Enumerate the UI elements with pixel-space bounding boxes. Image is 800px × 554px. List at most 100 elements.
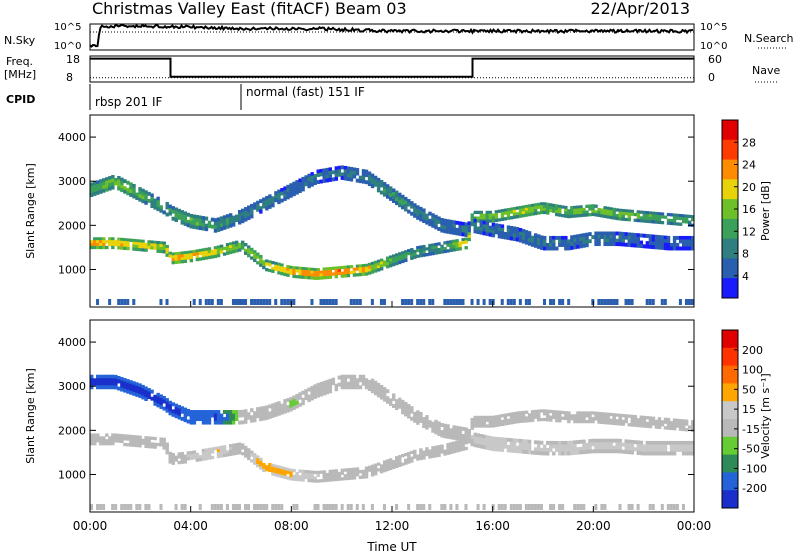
heatmap-cell [310, 393, 314, 397]
heatmap-cell [582, 417, 586, 421]
heatmap-cell [401, 462, 405, 466]
heatmap-cell [392, 188, 396, 193]
heatmap-cell [536, 451, 541, 456]
heatmap-cell [675, 243, 680, 247]
heatmap-cell [627, 423, 631, 427]
heatmap-cell [660, 235, 665, 240]
cpid-label: CPID [6, 93, 35, 106]
heatmap-cell [657, 245, 662, 250]
heatmap-cell [268, 197, 272, 202]
heatmap-cell [358, 385, 363, 390]
heatmap-cell [189, 256, 194, 260]
heatmap-cell [216, 217, 221, 222]
heatmap-cell [138, 248, 142, 252]
ground-scatter-cell [407, 504, 411, 510]
heatmap-cell [488, 439, 493, 444]
heatmap-cell [298, 478, 302, 482]
heatmap-cell [355, 264, 360, 268]
heatmap-cell [132, 435, 136, 439]
heatmap-cell [186, 454, 191, 458]
heatmap-cell [597, 208, 601, 212]
heatmap-cell [413, 213, 417, 218]
heatmap-cell [180, 260, 185, 264]
heatmap-cell [449, 226, 453, 231]
heatmap-cell [129, 189, 133, 194]
heatmap-cell [509, 225, 514, 230]
heatmap-cell [216, 248, 221, 252]
heatmap-cell [141, 195, 145, 200]
heatmap-cell [90, 193, 94, 197]
heatmap-cell [666, 235, 671, 240]
heatmap-cell [479, 230, 483, 235]
heatmap-cell [645, 234, 650, 238]
heatmap-cell [132, 381, 136, 386]
ground-scatter-cell [120, 504, 124, 510]
heatmap-cell [500, 440, 505, 445]
heatmap-cell [570, 238, 574, 243]
heatmap-cell [228, 410, 233, 414]
ground-scatter-cell [636, 504, 640, 510]
heatmap-cell [398, 255, 402, 259]
heatmap-cell [485, 232, 490, 237]
heatmap-cell [422, 417, 426, 421]
heatmap-cell [594, 231, 598, 236]
heatmap-cell [171, 252, 175, 256]
heatmap-cell [108, 378, 112, 383]
heatmap-cell [256, 252, 260, 256]
heatmap-cell [222, 410, 227, 414]
heatmap-cell [204, 413, 209, 418]
heatmap-cell [382, 192, 387, 197]
heatmap-cell [367, 171, 372, 176]
heatmap-cell [117, 436, 121, 440]
heatmap-cell [663, 239, 668, 244]
heatmap-cell [168, 254, 172, 258]
heatmap-cell [666, 246, 671, 251]
heatmap-cell [636, 218, 641, 223]
heatmap-cell [144, 197, 148, 202]
heatmap-cell [684, 220, 689, 224]
heatmap-cell [361, 381, 366, 386]
heatmap-cell [171, 258, 175, 262]
heatmap-cell [536, 418, 541, 422]
heatmap-cell [343, 165, 348, 170]
heatmap-cell [117, 433, 121, 438]
heatmap-cell [213, 413, 218, 418]
heatmap-cell [624, 212, 628, 216]
heatmap-cell [407, 209, 411, 214]
heatmap-cell [349, 374, 354, 379]
heatmap-cell [219, 223, 224, 228]
heatmap-cell [222, 252, 227, 256]
heatmap-cell [648, 451, 653, 456]
heatmap-cell [216, 454, 221, 459]
heatmap-cell [588, 414, 592, 418]
heatmap-cell [515, 438, 520, 443]
heatmap-cell [476, 424, 480, 428]
ground-scatter-cell [183, 504, 187, 510]
heatmap-cell [479, 216, 483, 220]
heatmap-cell [141, 438, 145, 442]
heatmap-cell [370, 389, 375, 394]
ground-scatter-cell [192, 299, 196, 305]
heatmap-cell [316, 383, 320, 387]
heatmap-cell [364, 269, 369, 273]
heatmap-cell [461, 447, 465, 451]
heatmap-cell [343, 378, 348, 383]
heatmap-cell [431, 451, 435, 456]
heatmap-cell [195, 218, 200, 223]
ground-scatter-cell [253, 504, 257, 510]
heatmap-cell [162, 399, 166, 404]
heatmap-cell [585, 449, 589, 454]
heatmap-cell [627, 243, 631, 247]
heatmap-cell [494, 210, 499, 214]
heatmap-cell [633, 243, 638, 248]
heatmap-cell [126, 443, 130, 447]
heatmap-cell [555, 204, 559, 208]
heatmap-cell [612, 231, 616, 236]
heatmap-cell [648, 219, 653, 224]
heatmap-cell [262, 260, 266, 264]
heatmap-cell [307, 177, 311, 182]
heatmap-cell [606, 206, 610, 210]
heatmap-cell [328, 475, 332, 479]
heatmap-cell [340, 271, 345, 275]
